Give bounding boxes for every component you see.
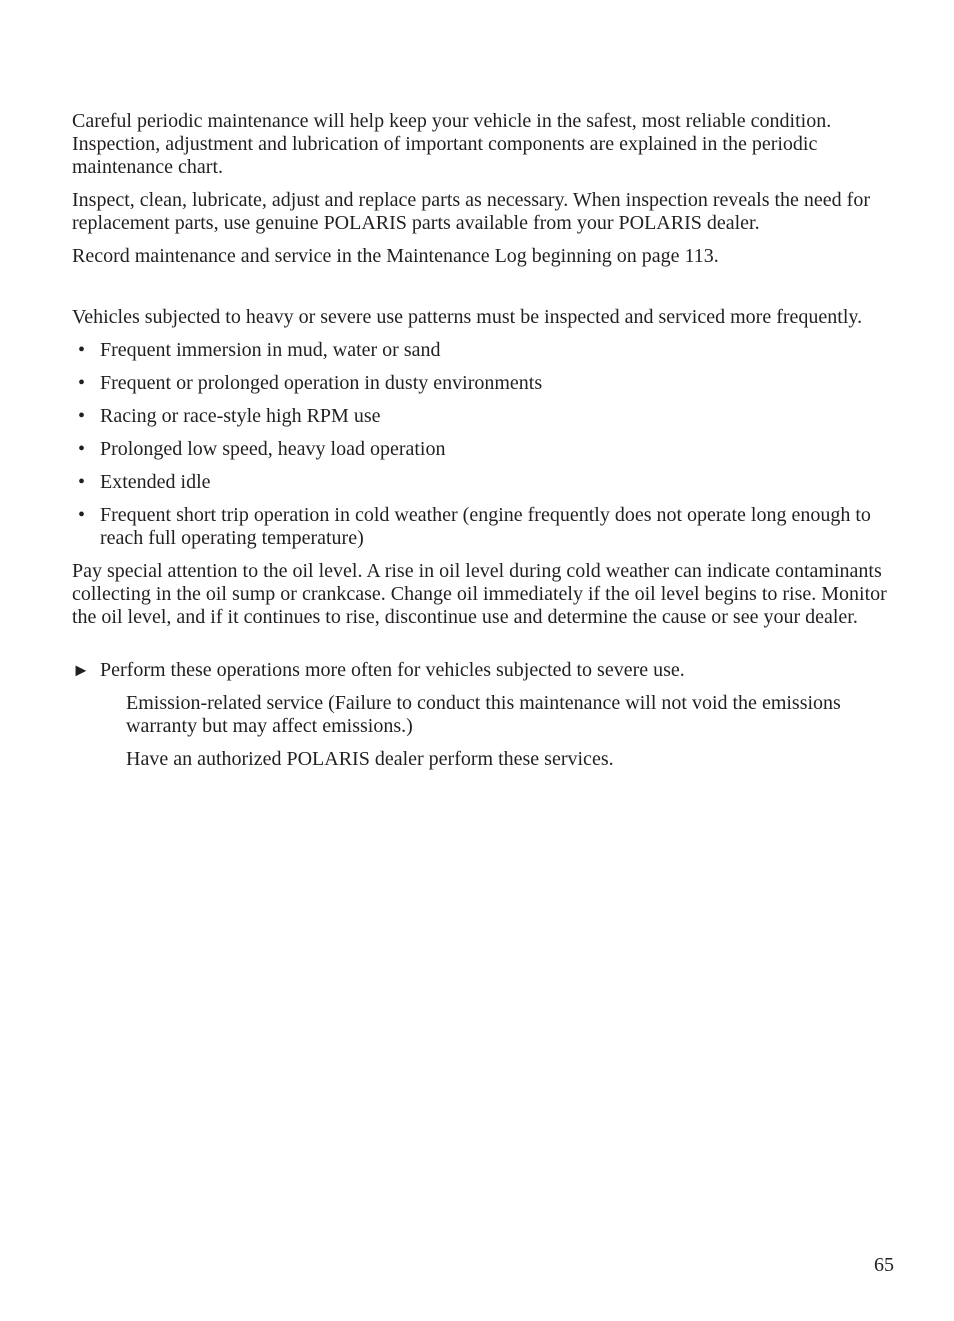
key-arrow-text: Perform these operations more often for … (100, 659, 685, 681)
intro-paragraph-2: Inspect, clean, lubricate, adjust and re… (72, 189, 894, 235)
intro-paragraph-3: Record maintenance and service in the Ma… (72, 245, 894, 268)
list-item: Prolonged low speed, heavy load operatio… (72, 438, 894, 461)
list-item: Frequent immersion in mud, water or sand (72, 339, 894, 362)
list-item: Racing or race-style high RPM use (72, 405, 894, 428)
key-emission-text: Emission-related service (Failure to con… (126, 692, 841, 737)
key-blank-marker (72, 692, 126, 715)
page-number: 65 (874, 1254, 894, 1277)
intro-paragraph-1: Careful periodic maintenance will help k… (72, 110, 894, 179)
severe-use-lead: Vehicles subjected to heavy or severe us… (72, 306, 894, 329)
key-dealer-text: Have an authorized POLARIS dealer perfor… (126, 748, 614, 770)
key-dealer-row: Have an authorized POLARIS dealer perfor… (72, 748, 894, 771)
key-arrow-row: ►Perform these operations more often for… (72, 659, 894, 682)
list-item: Frequent or prolonged operation in dusty… (72, 372, 894, 395)
list-item: Extended idle (72, 471, 894, 494)
key-emission-row: Emission-related service (Failure to con… (72, 692, 894, 738)
key-blank-marker (72, 748, 126, 771)
oil-level-note: Pay special attention to the oil level. … (72, 560, 894, 629)
arrow-icon: ► (72, 659, 100, 682)
severe-use-list: Frequent immersion in mud, water or sand… (72, 339, 894, 550)
list-item: Frequent short trip operation in cold we… (72, 504, 894, 550)
page-container: Careful periodic maintenance will help k… (0, 0, 954, 771)
